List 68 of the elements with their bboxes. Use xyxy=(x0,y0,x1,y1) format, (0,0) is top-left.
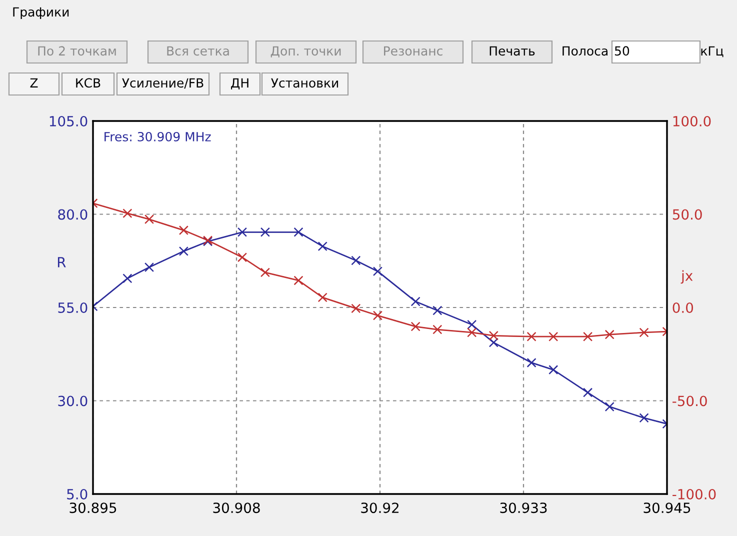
point xyxy=(351,256,361,266)
text: Усиление/FB xyxy=(122,78,204,89)
y-tick-label: 30.0 xyxy=(58,396,88,406)
x-tick-label: 30.933 xyxy=(500,502,547,514)
point xyxy=(639,413,649,423)
text: Резонанс xyxy=(384,46,442,56)
point xyxy=(526,332,536,342)
text: Установки xyxy=(271,78,338,88)
point xyxy=(410,322,420,332)
point xyxy=(294,276,304,286)
text: ДН xyxy=(231,78,248,90)
y-axis-title: R xyxy=(58,257,66,268)
text: Z xyxy=(30,78,38,88)
point xyxy=(548,365,558,375)
text: Печать xyxy=(490,46,535,56)
x-tick-label: 30.908 xyxy=(213,502,260,514)
x-tick-label: 30.895 xyxy=(70,502,116,514)
point xyxy=(467,320,477,330)
point xyxy=(467,328,477,338)
point xyxy=(351,304,361,314)
y-tick-label: 55.0 xyxy=(58,302,88,313)
point xyxy=(318,292,328,302)
chart-title: Графики xyxy=(13,7,69,20)
text: По 2 точкам xyxy=(38,46,116,56)
point xyxy=(604,330,614,340)
annotation: Fres: 30.909 MHz xyxy=(104,132,211,142)
point xyxy=(582,332,593,342)
point xyxy=(582,388,593,398)
text: КСВ xyxy=(76,78,100,88)
y2-tick-label: -50.0 xyxy=(672,396,707,406)
point xyxy=(432,306,442,316)
point xyxy=(260,227,270,237)
point xyxy=(144,262,154,272)
point xyxy=(488,338,498,348)
y2-tick-label: 100.0 xyxy=(673,116,711,126)
point xyxy=(488,330,498,340)
point xyxy=(237,227,248,237)
text: Доп. точки xyxy=(270,46,341,58)
point xyxy=(178,246,188,256)
point xyxy=(432,324,442,334)
point xyxy=(237,252,248,262)
y-tick-label: 105.0 xyxy=(50,116,88,126)
point xyxy=(604,402,614,412)
y-tick-label: 5.0 xyxy=(67,488,88,500)
text: кГц xyxy=(701,46,724,58)
point xyxy=(178,225,188,236)
point xyxy=(122,208,132,218)
point xyxy=(410,296,420,306)
point xyxy=(372,266,382,276)
y2-tick-label: 50.0 xyxy=(672,209,702,220)
point xyxy=(639,328,649,338)
point xyxy=(260,268,270,278)
y-tick-label: 80.0 xyxy=(58,209,88,220)
y2-axis-title: jx xyxy=(680,270,693,284)
point xyxy=(372,310,382,320)
point xyxy=(144,214,154,224)
text: Полоса xyxy=(562,46,608,56)
point xyxy=(318,242,328,252)
text: 50 xyxy=(614,46,630,56)
y2-tick-label: 0.0 xyxy=(672,302,694,313)
point xyxy=(122,274,132,284)
x-tick-label: 30.92 xyxy=(361,502,398,514)
point xyxy=(294,227,304,237)
text: Вся сетка xyxy=(167,46,229,56)
point xyxy=(526,358,536,368)
x-tick-label: 30.945 xyxy=(644,502,690,514)
y2-tick-label: -100.0 xyxy=(672,488,716,500)
point xyxy=(548,332,558,342)
